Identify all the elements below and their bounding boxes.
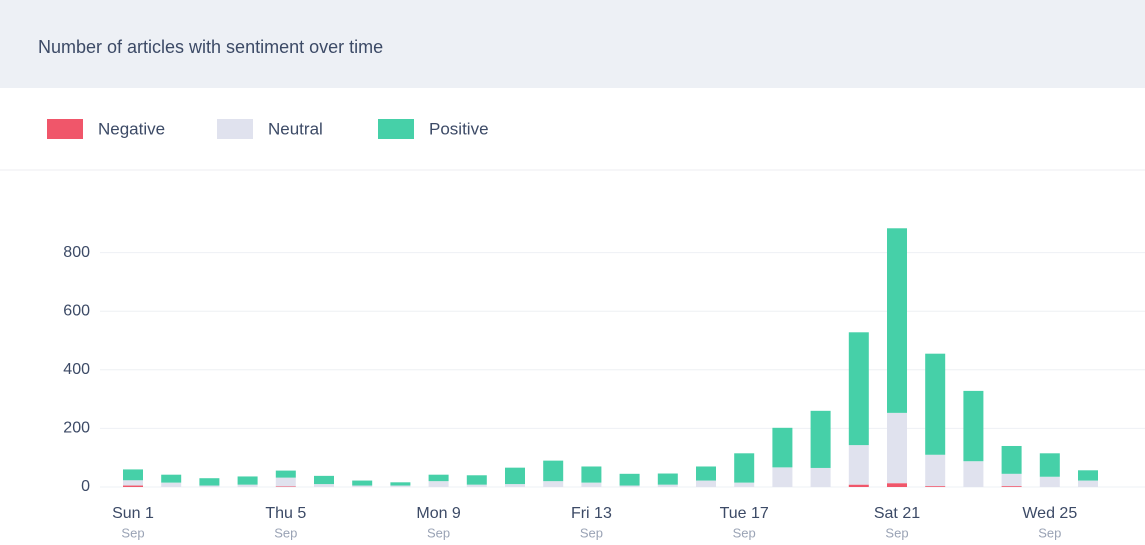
bar-segment: [123, 469, 143, 481]
bar-segment: [925, 486, 946, 487]
bar-segment: [314, 475, 334, 485]
bar-segment: [466, 475, 487, 485]
bar-segment: [810, 410, 831, 468]
bar-segment: [466, 484, 487, 487]
bar-segment: [963, 461, 984, 487]
y-tick-label: 400: [63, 361, 90, 378]
bar-segment: [161, 482, 182, 487]
x-tick-label: Tue 17: [720, 505, 769, 522]
bar-segment: [199, 478, 220, 486]
bar-segment: [581, 466, 602, 483]
bar-segment: [275, 486, 296, 487]
bar-segment: [352, 480, 373, 486]
bar-segment: [1078, 480, 1098, 487]
legend-swatch: [378, 119, 414, 139]
bar-segment: [810, 467, 831, 487]
x-tick-sublabel: Sep: [580, 525, 603, 540]
bar-segment: [237, 484, 258, 487]
bar-segment: [619, 485, 640, 487]
bar-segment: [1039, 476, 1060, 487]
x-tick-label: Mon 9: [416, 505, 461, 522]
y-tick-label: 200: [63, 420, 90, 437]
bar-segment: [505, 484, 525, 487]
x-tick-label: Wed 25: [1022, 505, 1077, 522]
bar-segment: [237, 476, 258, 485]
bar-segment: [925, 454, 946, 487]
bar-segment: [275, 477, 296, 487]
x-tick-label: Fri 13: [571, 505, 612, 522]
x-tick-sublabel: Sep: [733, 525, 756, 540]
y-tick-label: 600: [63, 302, 90, 319]
legend-swatch: [217, 119, 253, 139]
bar-segment: [123, 485, 143, 487]
x-tick-label: Sat 21: [874, 505, 920, 522]
bar-segment: [543, 481, 564, 487]
bar-segment: [619, 473, 640, 486]
bar-segment: [887, 483, 907, 487]
bar-segment: [772, 427, 793, 468]
bar-segment: [887, 412, 907, 484]
bar-segment: [1001, 473, 1022, 487]
bar-segment: [772, 467, 793, 487]
y-tick-label: 800: [63, 244, 90, 261]
bar-segment: [1001, 486, 1022, 487]
bar-segment: [848, 332, 869, 446]
header: [0, 0, 1145, 88]
bar-segment: [1001, 445, 1022, 474]
bar-segment: [428, 474, 449, 482]
x-tick-sublabel: Sep: [1038, 525, 1061, 540]
bar-segment: [657, 484, 678, 487]
bar-segment: [848, 445, 869, 485]
bar-segment: [543, 460, 564, 482]
bar-segment: [848, 484, 869, 487]
bar-segment: [657, 473, 678, 485]
bar-segment: [887, 228, 907, 413]
bar-segment: [734, 482, 755, 487]
x-tick-label: Sun 1: [112, 505, 154, 522]
x-tick-sublabel: Sep: [885, 525, 908, 540]
legend-label: Positive: [429, 119, 489, 138]
bar-segment: [581, 482, 602, 487]
y-tick-label: 0: [81, 478, 90, 495]
bar-segment: [275, 470, 296, 478]
bar-segment: [390, 482, 411, 486]
bar-segment: [696, 480, 716, 487]
bar-segment: [1078, 470, 1098, 481]
x-tick-label: Thu 5: [265, 505, 306, 522]
bar-segment: [390, 485, 411, 487]
bar-segment: [314, 484, 334, 487]
bar-segment: [1039, 453, 1060, 477]
bar-segment: [963, 390, 984, 462]
bar-segment: [925, 353, 946, 455]
bar-segment: [123, 480, 143, 486]
bar-segment: [352, 485, 373, 487]
bar-segment: [428, 481, 449, 487]
x-tick-sublabel: Sep: [274, 525, 297, 540]
bar-segment: [696, 466, 716, 481]
bar-segment: [199, 485, 220, 487]
bar-segment: [734, 453, 755, 483]
legend-label: Negative: [98, 119, 165, 138]
legend-swatch: [47, 119, 83, 139]
x-tick-sublabel: Sep: [427, 525, 450, 540]
legend-label: Neutral: [268, 119, 323, 138]
chart-title: Number of articles with sentiment over t…: [38, 37, 383, 57]
bar-segment: [505, 467, 525, 485]
x-tick-sublabel: Sep: [121, 525, 144, 540]
bar-segment: [161, 474, 182, 483]
